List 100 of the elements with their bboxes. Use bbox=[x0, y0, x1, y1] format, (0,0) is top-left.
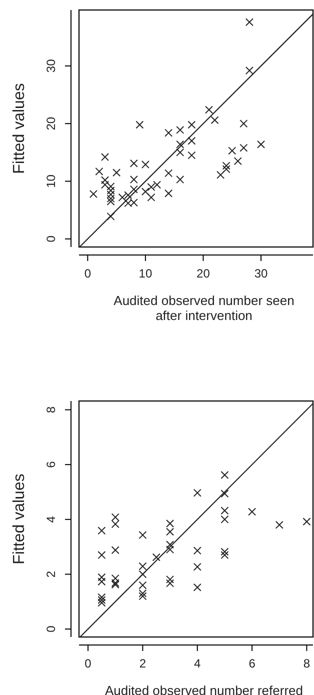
y-tick-label: 30 bbox=[44, 58, 58, 73]
point bbox=[193, 583, 202, 592]
point bbox=[106, 197, 115, 206]
point bbox=[111, 513, 120, 522]
y-tick-label: 8 bbox=[44, 406, 58, 414]
point bbox=[220, 470, 229, 480]
point bbox=[222, 165, 230, 174]
point bbox=[220, 551, 229, 560]
point bbox=[138, 589, 147, 598]
point bbox=[106, 212, 115, 220]
point bbox=[256, 140, 266, 148]
y-tick-label: 10 bbox=[44, 174, 58, 188]
point bbox=[98, 596, 106, 604]
x-axis-title: Audited observed number seen after intervention bbox=[114, 293, 294, 323]
point bbox=[220, 490, 229, 498]
point bbox=[130, 159, 138, 168]
point bbox=[216, 170, 225, 179]
point bbox=[176, 126, 184, 134]
point bbox=[228, 146, 236, 155]
point bbox=[188, 136, 196, 145]
point bbox=[100, 153, 110, 162]
point bbox=[188, 151, 196, 160]
point bbox=[240, 120, 248, 128]
point bbox=[193, 488, 202, 497]
point bbox=[138, 562, 147, 570]
point bbox=[220, 515, 229, 524]
point bbox=[188, 120, 196, 129]
x-tick-label: 30 bbox=[254, 266, 268, 281]
point bbox=[138, 570, 147, 578]
point bbox=[100, 176, 110, 184]
y-axis-title: Fitted values bbox=[11, 474, 28, 564]
point bbox=[98, 551, 106, 560]
x-axis-title: Audited observed number referred bbox=[104, 683, 304, 695]
point bbox=[98, 593, 106, 602]
point bbox=[89, 190, 98, 198]
point bbox=[176, 148, 184, 156]
x-tick-label: 0 bbox=[84, 266, 92, 281]
point bbox=[166, 579, 174, 588]
point bbox=[147, 193, 156, 202]
x-tick-label: 20 bbox=[196, 266, 210, 281]
point bbox=[111, 574, 120, 582]
y-tick-label: 0 bbox=[44, 235, 58, 242]
point bbox=[98, 526, 106, 535]
point bbox=[302, 518, 311, 526]
point bbox=[234, 157, 242, 166]
point bbox=[166, 546, 174, 554]
point bbox=[248, 508, 256, 516]
point bbox=[95, 167, 104, 176]
point bbox=[193, 546, 202, 555]
point bbox=[164, 128, 173, 137]
y-tick-label: 0 bbox=[44, 625, 58, 632]
point bbox=[106, 194, 115, 203]
point bbox=[240, 144, 248, 152]
point bbox=[98, 578, 106, 586]
x-tick-label: 0 bbox=[84, 656, 92, 671]
point bbox=[111, 580, 120, 589]
point bbox=[138, 592, 147, 600]
point bbox=[166, 575, 174, 584]
x-tick-label: 8 bbox=[303, 656, 310, 671]
point bbox=[112, 168, 121, 177]
x-tick-label: 4 bbox=[194, 656, 202, 671]
point bbox=[141, 160, 150, 169]
point bbox=[245, 66, 254, 75]
y-tick-label: 4 bbox=[44, 516, 58, 523]
point bbox=[130, 185, 138, 194]
point bbox=[152, 553, 160, 562]
point bbox=[176, 176, 184, 184]
point bbox=[111, 546, 120, 554]
point bbox=[98, 573, 106, 582]
point bbox=[138, 531, 147, 540]
point bbox=[98, 598, 106, 607]
y-tick-label: 20 bbox=[44, 116, 58, 130]
point bbox=[222, 162, 230, 170]
x-tick-label: 6 bbox=[248, 656, 256, 671]
point bbox=[176, 140, 184, 148]
point bbox=[164, 169, 173, 178]
y-axis-title: Fitted values bbox=[11, 83, 28, 174]
point bbox=[245, 18, 254, 26]
point bbox=[166, 520, 174, 528]
point bbox=[220, 548, 229, 556]
point bbox=[204, 106, 214, 114]
y-tick-label: 2 bbox=[44, 570, 58, 578]
point bbox=[130, 176, 138, 184]
point bbox=[138, 581, 147, 590]
point bbox=[275, 520, 284, 529]
x-tick-label: 2 bbox=[139, 656, 146, 671]
point bbox=[164, 189, 173, 198]
point bbox=[136, 120, 144, 129]
point bbox=[106, 190, 115, 199]
point bbox=[111, 578, 120, 588]
point bbox=[106, 186, 115, 195]
y-tick-label: 6 bbox=[44, 460, 58, 468]
point bbox=[141, 188, 150, 196]
point bbox=[166, 528, 174, 536]
x-tick-label: 10 bbox=[138, 266, 152, 281]
point bbox=[220, 506, 229, 515]
point bbox=[111, 520, 120, 528]
point bbox=[193, 562, 202, 571]
point bbox=[210, 116, 219, 124]
point bbox=[166, 540, 174, 549]
